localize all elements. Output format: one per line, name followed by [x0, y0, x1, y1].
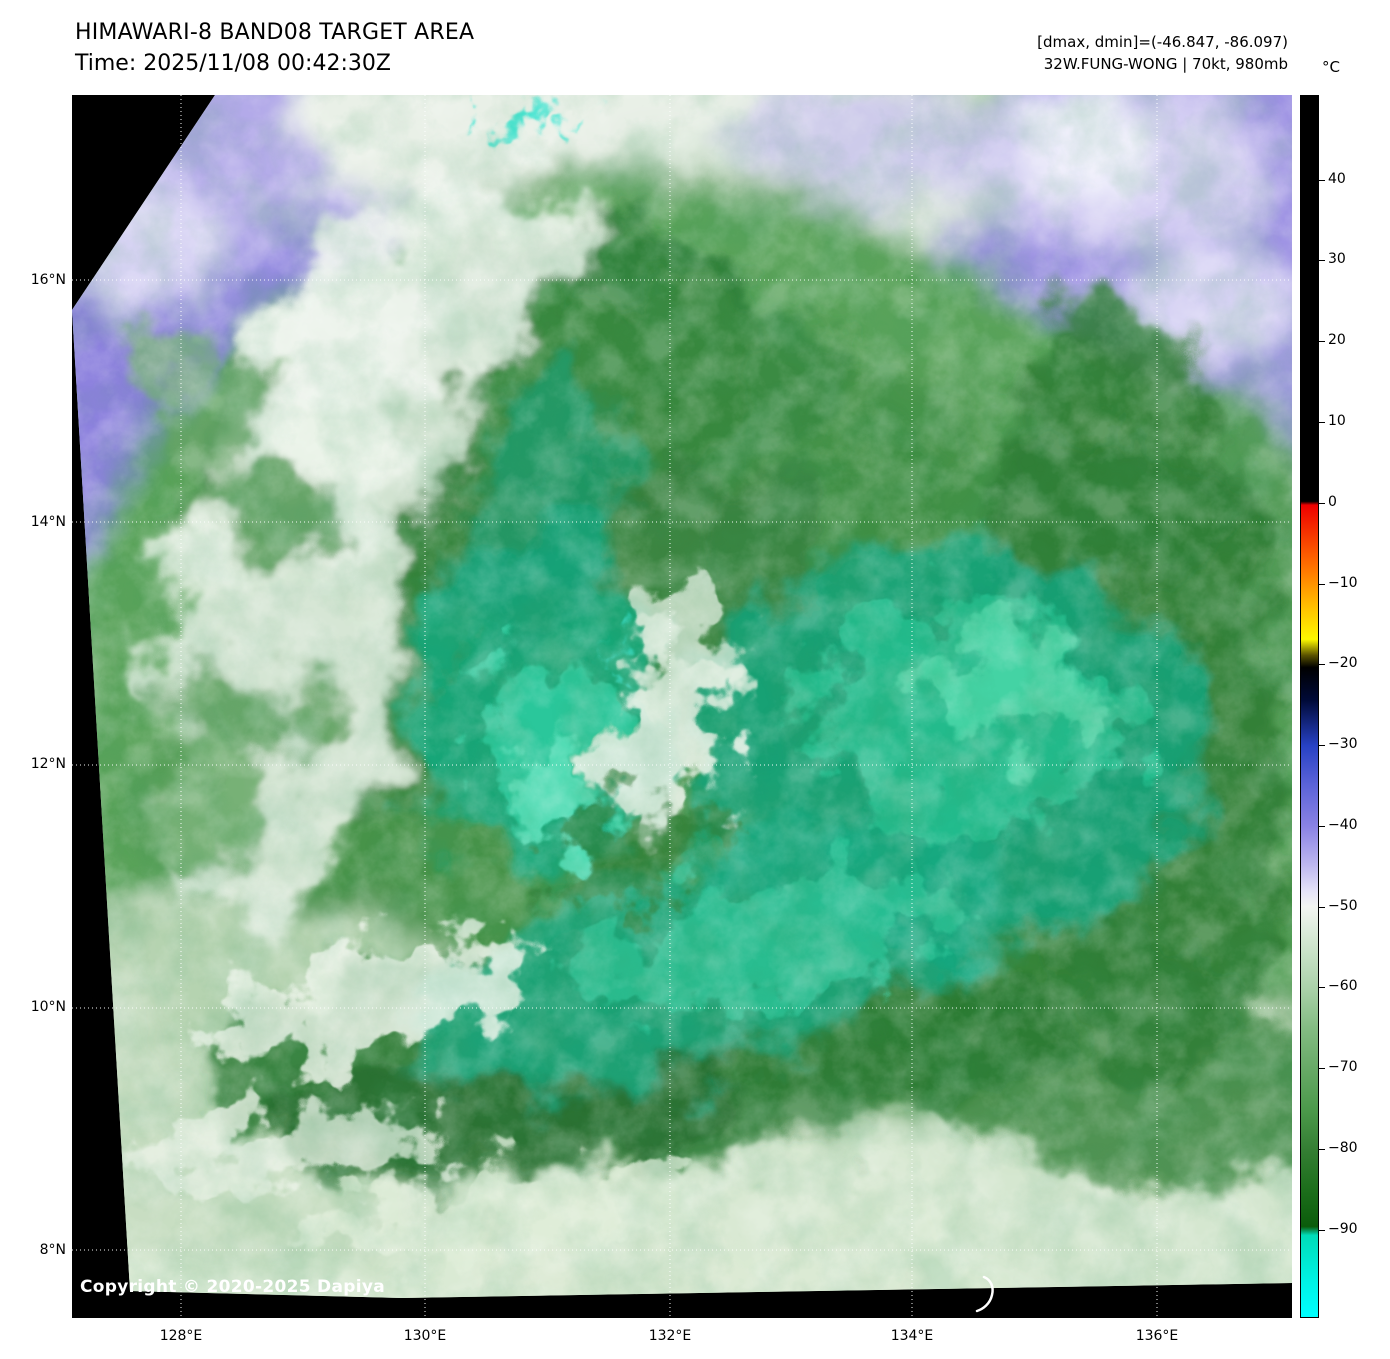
storm-info-label: 32W.FUNG-WONG | 70kt, 980mb: [1043, 55, 1288, 73]
swath-imagery: [72, 95, 1292, 1298]
colorbar-tick: [1319, 584, 1325, 585]
colorbar-tick: [1319, 180, 1325, 181]
header-right: [dmax, dmin]=(-46.847, -86.097) 32W.FUNG…: [1037, 31, 1288, 75]
timestamp-label: Time: 2025/11/08 00:42:30Z: [75, 51, 391, 76]
colorbar-tick-label: 40: [1328, 171, 1346, 187]
colorbar-tick: [1319, 1230, 1325, 1231]
lon-tick-label: 132°E: [648, 1328, 692, 1344]
lon-tick-label: 134°E: [890, 1328, 934, 1344]
lon-tick-label: 136°E: [1135, 1328, 1179, 1344]
page-title: HIMAWARI-8 BAND08 TARGET AREA: [75, 20, 475, 45]
lat-tick-label: 14°N: [30, 514, 66, 530]
colorbar-tick-label: 20: [1328, 332, 1346, 348]
dapiya-logo-mark: [975, 1275, 994, 1313]
lon-tick-label: 128°E: [159, 1328, 203, 1344]
colorbar-tick: [1319, 745, 1325, 746]
colorbar-tick: [1319, 1068, 1325, 1069]
colorbar-gradient: [1301, 96, 1318, 1317]
colorbar-tick-label: −70: [1328, 1059, 1358, 1075]
copyright-text: Copyright © 2020-2025 Dapiya: [80, 1277, 385, 1297]
colorbar-tick: [1319, 907, 1325, 908]
colorbar: [1300, 95, 1319, 1318]
lat-tick-label: 16°N: [30, 272, 66, 288]
colorbar-tick-label: −40: [1328, 817, 1358, 833]
colorbar-tick-label: −90: [1328, 1221, 1358, 1237]
colorbar-tick-label: −50: [1328, 898, 1358, 914]
colorbar-tick: [1319, 987, 1325, 988]
lon-tick-label: 130°E: [403, 1328, 447, 1344]
dmax-dmin-label: [dmax, dmin]=(-46.847, -86.097): [1037, 33, 1288, 51]
colorbar-tick-label: 10: [1328, 413, 1346, 429]
lat-tick-label: 8°N: [39, 1242, 66, 1258]
colorbar-tick-label: −30: [1328, 736, 1358, 752]
colorbar-tick: [1319, 503, 1325, 504]
colorbar-tick-label: −80: [1328, 1140, 1358, 1156]
satellite-plot-area: [72, 95, 1292, 1318]
colorbar-tick: [1319, 341, 1325, 342]
colorbar-tick-label: −60: [1328, 978, 1358, 994]
lat-tick-label: 10°N: [30, 999, 66, 1015]
colorbar-tick: [1319, 826, 1325, 827]
colorbar-tick-label: 30: [1328, 251, 1346, 267]
colorbar-tick-label: −10: [1328, 575, 1358, 591]
grid-lines: [72, 95, 1292, 1318]
colorbar-tick: [1319, 422, 1325, 423]
colorbar-tick: [1319, 260, 1325, 261]
satellite-image: [72, 95, 1292, 1318]
lat-tick-label: 12°N: [30, 756, 66, 772]
colorbar-tick: [1319, 1149, 1325, 1150]
colorbar-unit-label: °C: [1322, 58, 1340, 76]
colorbar-tick-label: −20: [1328, 655, 1358, 671]
colorbar-tick: [1319, 664, 1325, 665]
colorbar-tick-label: 0: [1328, 494, 1337, 510]
